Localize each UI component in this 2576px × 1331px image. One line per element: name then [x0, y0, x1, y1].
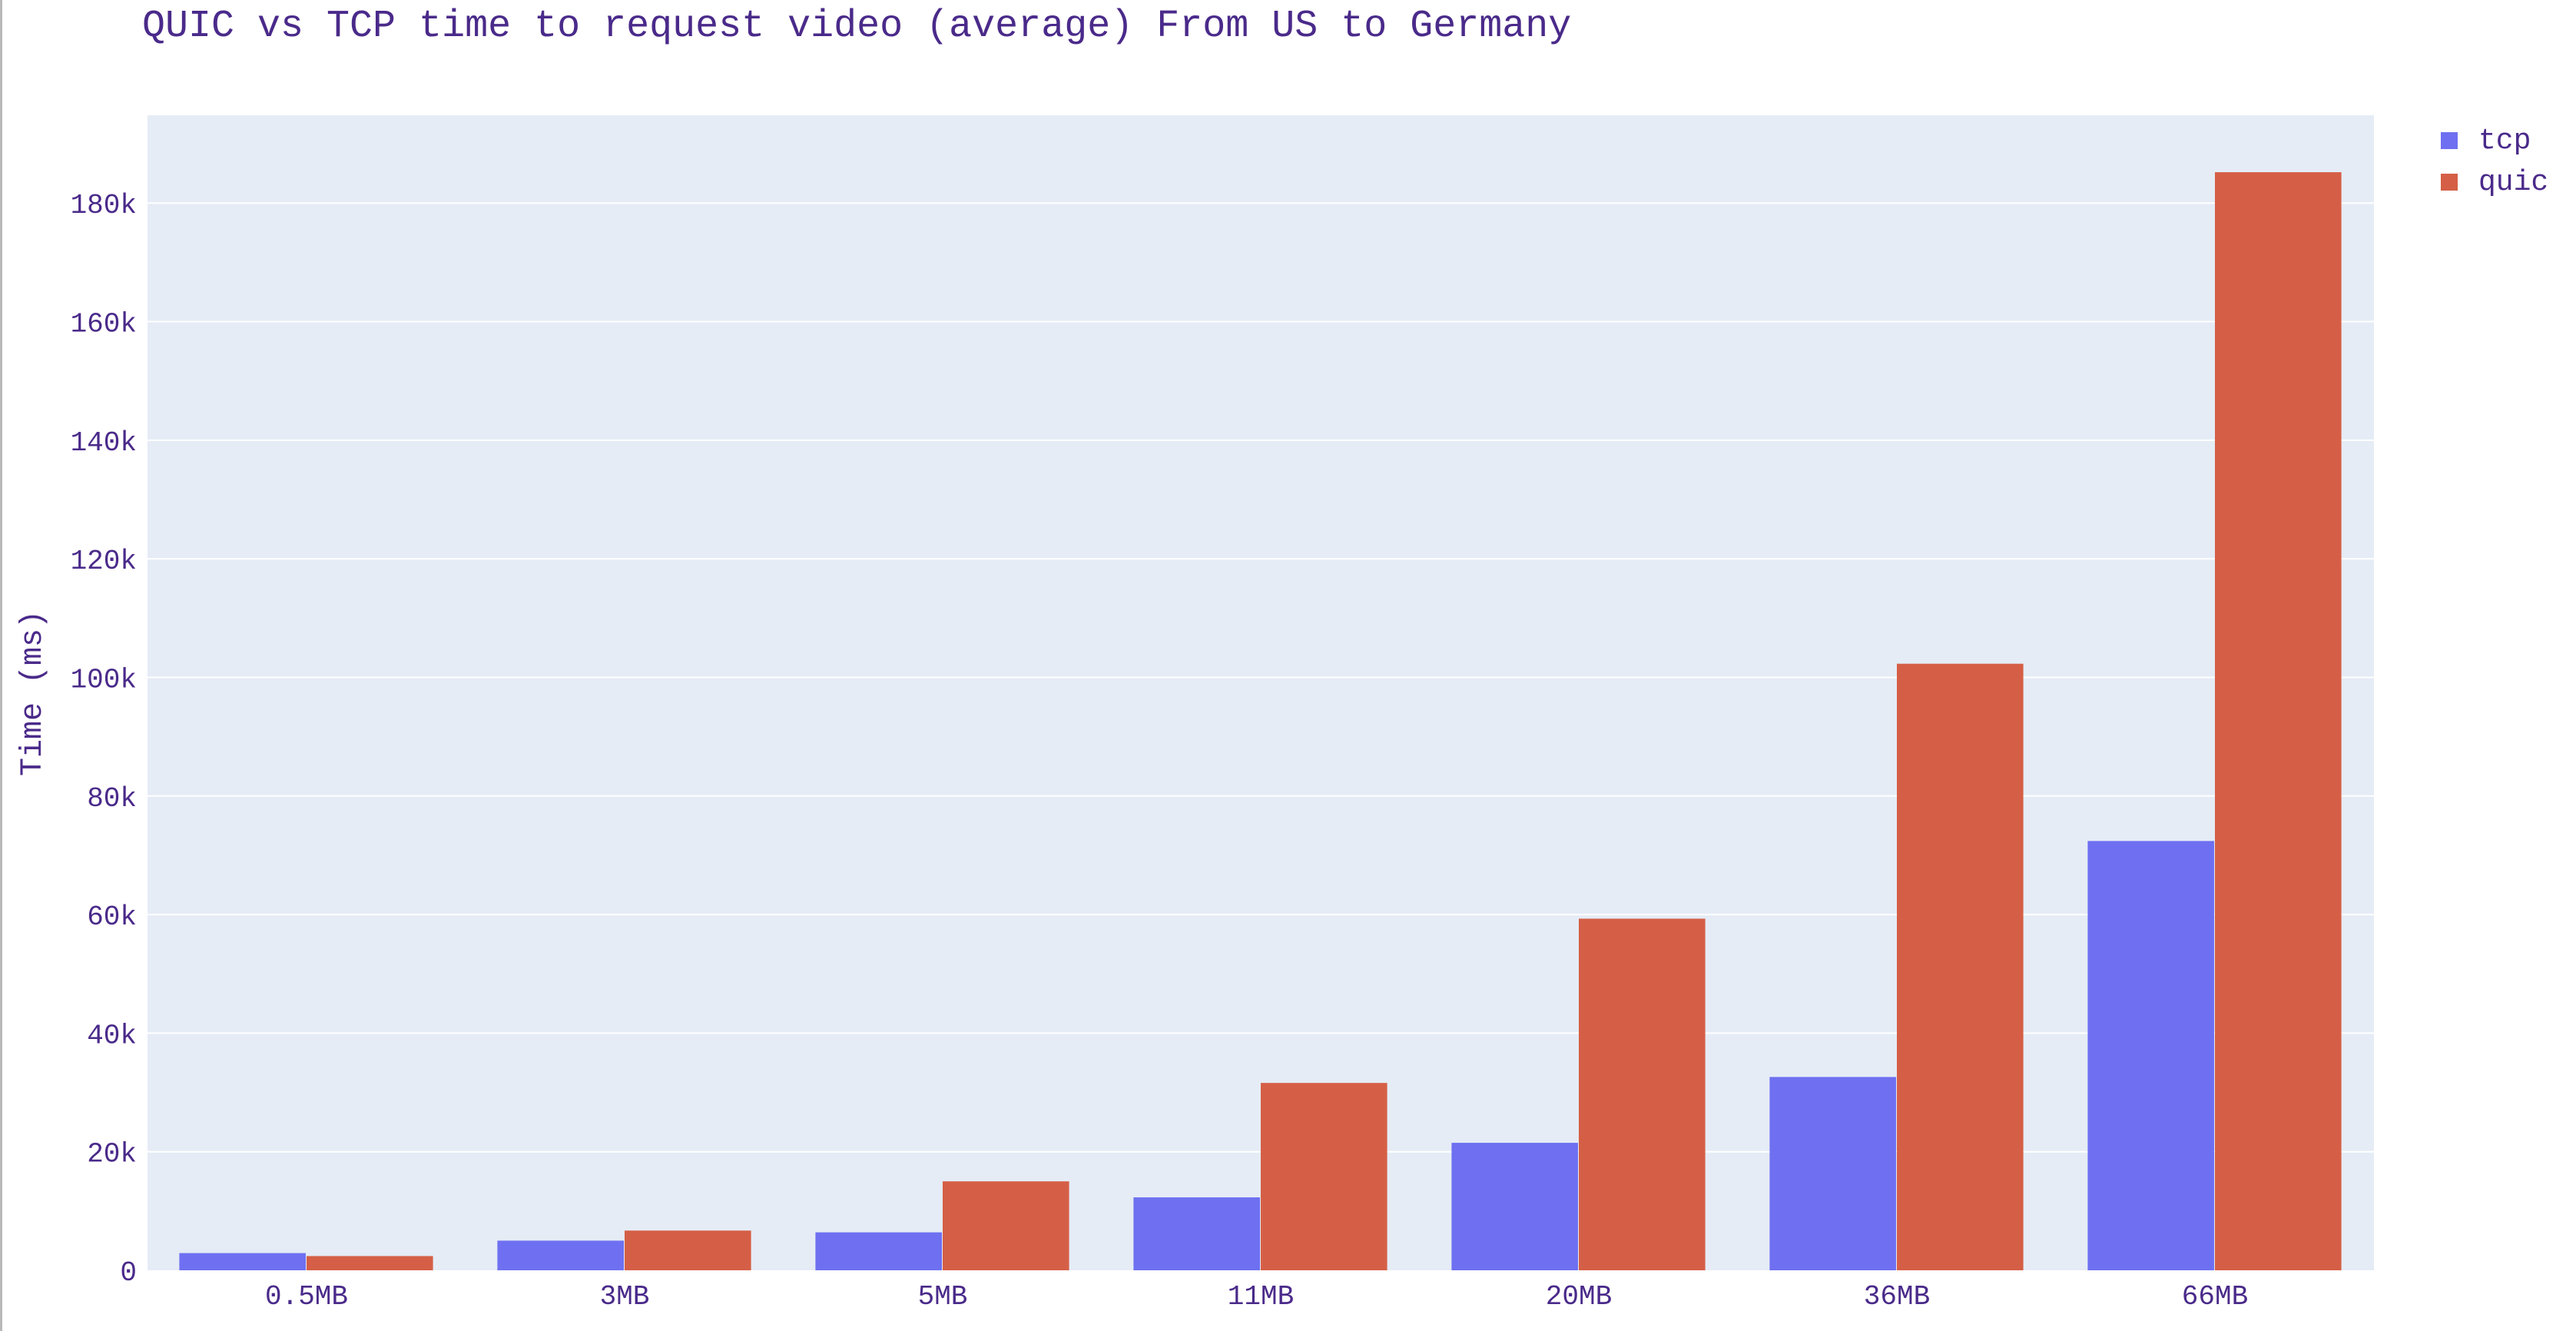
- x-tick-labels: 0.5MB 3MB 5MB 11MB 20MB 36MB 66MB: [265, 1281, 2248, 1313]
- bar-tcp-0.5MB[interactable]: [179, 1253, 306, 1270]
- x-tick-label: 11MB: [1228, 1281, 1294, 1313]
- bar-tcp-36MB[interactable]: [1769, 1077, 1896, 1270]
- legend-label-tcp[interactable]: tcp: [2478, 124, 2531, 158]
- window-left-border: [0, 0, 2, 1331]
- y-tick-label: 0: [120, 1257, 137, 1289]
- chart-title: QUIC vs TCP time to request video (avera…: [142, 5, 1571, 48]
- y-tick-labels: 0 20k 40k 60k 80k 100k 120k 140k 160k 180k: [71, 190, 137, 1289]
- bar-tcp-20MB[interactable]: [1451, 1143, 1578, 1270]
- y-tick-label: 120k: [71, 546, 137, 577]
- y-tick-label: 100k: [71, 664, 137, 695]
- bar-quic-66MB[interactable]: [2215, 172, 2342, 1270]
- x-tick-label: 66MB: [2182, 1281, 2248, 1313]
- bar-quic-20MB[interactable]: [1579, 918, 1706, 1270]
- x-tick-label: 3MB: [600, 1281, 650, 1313]
- x-tick-label: 20MB: [1546, 1281, 1612, 1313]
- bar-quic-0.5MB[interactable]: [307, 1256, 433, 1270]
- x-tick-label: 0.5MB: [265, 1281, 348, 1313]
- bar-tcp-11MB[interactable]: [1133, 1197, 1260, 1270]
- legend-swatch-tcp[interactable]: [2441, 132, 2458, 149]
- x-tick-label: 36MB: [1864, 1281, 1930, 1313]
- y-tick-label: 180k: [71, 190, 137, 221]
- legend[interactable]: tcp quic: [2441, 124, 2548, 199]
- bar-quic-3MB[interactable]: [625, 1230, 751, 1270]
- bar-tcp-66MB[interactable]: [2087, 841, 2214, 1270]
- bars: [179, 172, 2342, 1270]
- legend-label-quic[interactable]: quic: [2478, 166, 2548, 199]
- bar-quic-11MB[interactable]: [1261, 1083, 1387, 1270]
- y-tick-label: 160k: [71, 309, 137, 340]
- bar-quic-5MB[interactable]: [943, 1181, 1069, 1270]
- legend-swatch-quic[interactable]: [2441, 174, 2458, 191]
- y-tick-label: 40k: [87, 1020, 137, 1051]
- y-tick-label: 60k: [87, 901, 137, 933]
- x-tick-label: 5MB: [918, 1281, 968, 1313]
- y-axis-title: Time (ms): [16, 610, 51, 776]
- y-tick-label: 20k: [87, 1139, 137, 1170]
- y-tick-label: 80k: [87, 783, 137, 815]
- bar-tcp-5MB[interactable]: [815, 1232, 942, 1270]
- bar-quic-36MB[interactable]: [1897, 663, 2024, 1270]
- y-tick-label: 140k: [71, 427, 137, 459]
- bar-tcp-3MB[interactable]: [497, 1240, 624, 1270]
